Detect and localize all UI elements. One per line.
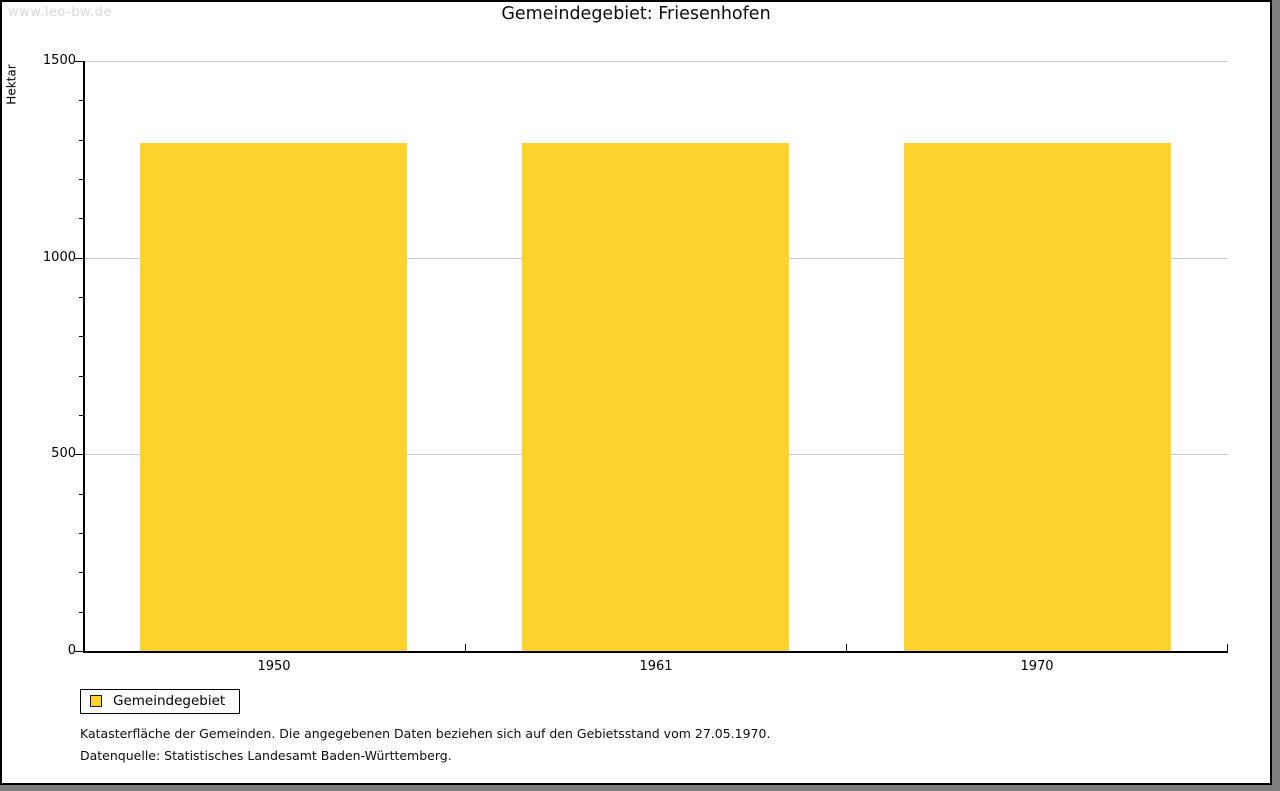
y-tick-label: 0 <box>67 643 76 658</box>
x-tick-label: 1950 <box>257 659 291 674</box>
x-tick-label: 1970 <box>1020 659 1054 674</box>
y-tick-label: 1000 <box>42 250 76 265</box>
y-minor-tick <box>79 376 83 377</box>
footnote-source-note: Katasterfläche der Gemeinden. Die angege… <box>80 726 771 741</box>
gridline <box>85 61 1228 62</box>
legend-label: Gemeindegebiet <box>113 693 226 709</box>
y-axis-title: Hektar <box>4 64 19 105</box>
watermark: www.leo-bw.de <box>8 5 112 20</box>
y-minor-tick <box>79 494 83 495</box>
x-boundary-tick <box>846 644 847 651</box>
y-minor-tick <box>79 140 83 141</box>
legend: Gemeindegebiet <box>80 689 241 714</box>
y-major-tick <box>75 61 83 62</box>
legend-swatch-icon <box>90 695 102 707</box>
y-minor-tick <box>79 612 83 613</box>
bar <box>904 143 1171 651</box>
y-minor-tick <box>79 336 83 337</box>
y-minor-tick <box>79 415 83 416</box>
y-minor-tick <box>79 100 83 101</box>
y-minor-tick <box>79 572 83 573</box>
bar <box>140 143 407 651</box>
plot-area: 0 500 1000 1500 1950 1961 1970 <box>43 54 1228 674</box>
x-boundary-tick <box>465 644 466 651</box>
x-axis-line <box>83 651 1228 653</box>
y-minor-tick <box>79 179 83 180</box>
y-major-tick <box>75 258 83 259</box>
y-minor-tick <box>79 297 83 298</box>
y-minor-tick <box>79 533 83 534</box>
x-tick-label: 1961 <box>639 659 673 674</box>
y-tick-label: 500 <box>51 446 76 461</box>
y-tick-label: 1500 <box>42 53 76 68</box>
x-boundary-tick <box>1227 644 1228 651</box>
chart-title: Gemeindegebiet: Friesenhofen <box>501 4 771 24</box>
footnote-data-source: Datenquelle: Statistisches Landesamt Bad… <box>80 748 452 763</box>
y-minor-tick <box>79 218 83 219</box>
bar <box>522 143 789 651</box>
y-major-tick <box>75 454 83 455</box>
y-axis-line <box>83 61 85 653</box>
y-major-tick <box>75 651 83 652</box>
